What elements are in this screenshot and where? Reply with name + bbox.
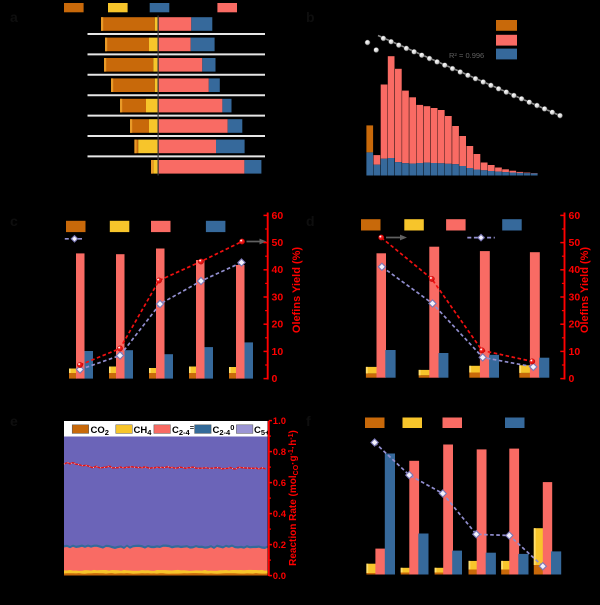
svg-text:40: 40 xyxy=(569,264,581,276)
svg-text:0.0: 0.0 xyxy=(273,571,286,582)
svg-text:C5+: C5+ xyxy=(254,425,270,437)
svg-text:0.2: 0.2 xyxy=(273,540,286,551)
svg-text:a: a xyxy=(10,9,18,25)
svg-text:10: 10 xyxy=(569,346,581,358)
svg-text:CO2: CO2 xyxy=(91,425,109,437)
svg-text:0.6: 0.6 xyxy=(273,478,286,489)
svg-text:0.8: 0.8 xyxy=(273,447,286,458)
svg-text:30: 30 xyxy=(569,291,581,303)
svg-text:20: 20 xyxy=(272,319,284,331)
svg-text:CH4: CH4 xyxy=(134,425,153,437)
svg-text:0.4: 0.4 xyxy=(273,509,287,520)
svg-text:40: 40 xyxy=(272,264,284,276)
svg-text:e: e xyxy=(10,413,18,429)
svg-text:f: f xyxy=(306,413,311,429)
svg-text:20: 20 xyxy=(569,319,581,331)
svg-text:0: 0 xyxy=(272,373,278,385)
svg-text:30: 30 xyxy=(272,291,284,303)
svg-text:1.0: 1.0 xyxy=(273,416,286,427)
svg-text:d: d xyxy=(306,213,315,229)
svg-text:60: 60 xyxy=(272,210,284,222)
svg-text:60: 60 xyxy=(569,210,581,222)
svg-text:c: c xyxy=(10,213,18,229)
svg-text:Olefins Yield (%): Olefins Yield (%) xyxy=(291,247,303,334)
svg-text:C2-4=: C2-4= xyxy=(172,423,195,437)
svg-text:Olefins Yield (%): Olefins Yield (%) xyxy=(579,247,591,334)
svg-text:R² = 0.996: R² = 0.996 xyxy=(449,51,484,60)
svg-text:50: 50 xyxy=(272,237,284,249)
svg-text:0: 0 xyxy=(569,373,575,385)
svg-text:Reaction Rate (molCO·g-1·h-1): Reaction Rate (molCO·g-1·h-1) xyxy=(288,430,300,566)
svg-text:b: b xyxy=(306,9,315,25)
svg-text:10: 10 xyxy=(272,346,284,358)
svg-text:50: 50 xyxy=(569,237,581,249)
